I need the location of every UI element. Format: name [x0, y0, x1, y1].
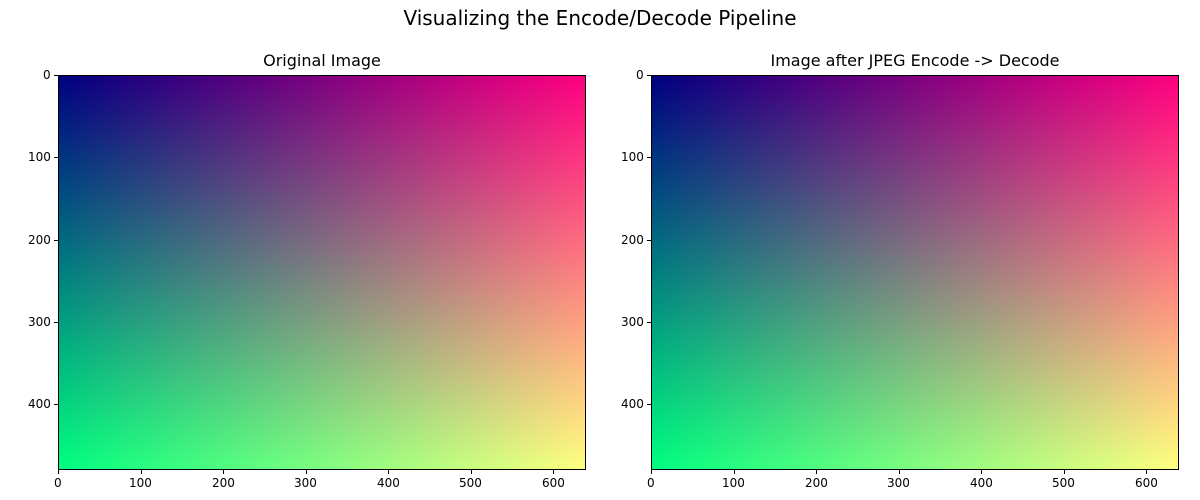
subplot-title: Image after JPEG Encode -> Decode	[770, 51, 1060, 70]
y-tick-label: 400	[28, 397, 51, 411]
x-tick-mark	[651, 470, 652, 474]
x-tick-label: 300	[294, 476, 317, 490]
y-tick-mark	[647, 157, 651, 158]
gradient-image	[652, 76, 1178, 469]
x-tick-label: 100	[722, 476, 745, 490]
x-tick-mark	[899, 470, 900, 474]
gradient-image	[59, 76, 585, 469]
y-tick-mark	[647, 322, 651, 323]
x-tick-label: 600	[542, 476, 565, 490]
y-tick-label: 100	[28, 150, 51, 164]
y-tick-mark	[54, 322, 58, 323]
y-tick-mark	[647, 75, 651, 76]
x-tick-mark	[58, 470, 59, 474]
x-tick-label: 600	[1135, 476, 1158, 490]
x-tick-mark	[471, 470, 472, 474]
y-tick-mark	[54, 75, 58, 76]
x-tick-mark	[981, 470, 982, 474]
x-tick-label: 500	[1052, 476, 1075, 490]
y-tick-label: 200	[621, 233, 644, 247]
y-tick-mark	[647, 404, 651, 405]
x-tick-label: 500	[459, 476, 482, 490]
y-tick-label: 0	[636, 68, 644, 82]
y-tick-label: 300	[28, 315, 51, 329]
y-tick-label: 200	[28, 233, 51, 247]
subplot-title: Original Image	[263, 51, 381, 70]
x-tick-label: 200	[805, 476, 828, 490]
x-tick-label: 400	[377, 476, 400, 490]
x-tick-mark	[1064, 470, 1065, 474]
x-tick-mark	[306, 470, 307, 474]
y-tick-label: 100	[621, 150, 644, 164]
y-tick-mark	[647, 240, 651, 241]
x-tick-mark	[141, 470, 142, 474]
x-tick-label: 400	[970, 476, 993, 490]
y-tick-label: 400	[621, 397, 644, 411]
y-tick-label: 0	[43, 68, 51, 82]
x-tick-label: 0	[647, 476, 655, 490]
y-tick-label: 300	[621, 315, 644, 329]
y-tick-mark	[54, 240, 58, 241]
x-tick-mark	[223, 470, 224, 474]
x-tick-mark	[816, 470, 817, 474]
figure-title: Visualizing the Encode/Decode Pipeline	[403, 6, 797, 30]
y-tick-mark	[54, 157, 58, 158]
x-tick-label: 200	[212, 476, 235, 490]
x-tick-label: 300	[887, 476, 910, 490]
x-tick-mark	[388, 470, 389, 474]
x-tick-mark	[1146, 470, 1147, 474]
x-tick-mark	[734, 470, 735, 474]
image-plot-area	[651, 75, 1179, 470]
x-tick-mark	[553, 470, 554, 474]
x-tick-label: 0	[54, 476, 62, 490]
image-plot-area	[58, 75, 586, 470]
y-tick-mark	[54, 404, 58, 405]
x-tick-label: 100	[129, 476, 152, 490]
